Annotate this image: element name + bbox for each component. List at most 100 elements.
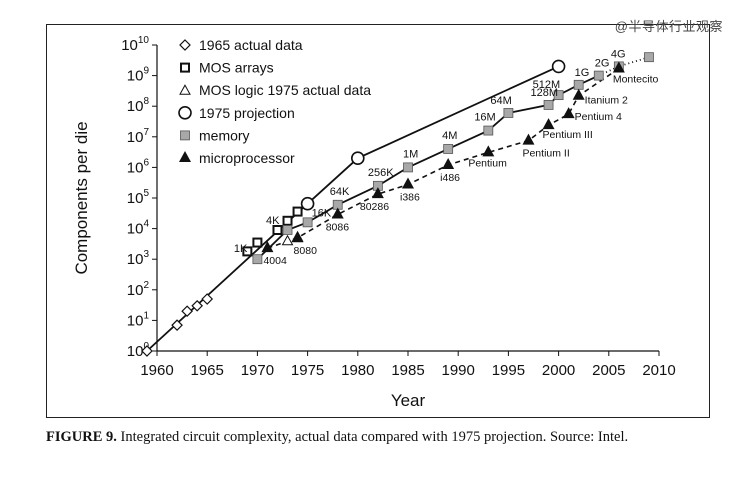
x-tick-label: 1985	[391, 362, 424, 379]
data-point-mos-array	[252, 237, 263, 248]
data-point-memory	[543, 100, 554, 110]
data-point-memory	[503, 108, 514, 118]
legend-marker	[179, 151, 191, 162]
y-tick-label: 107	[127, 127, 150, 146]
data-point-memory	[302, 217, 313, 228]
legend-label: MOS logic 1975 actual data	[199, 82, 371, 98]
data-point-microprocessor	[291, 230, 304, 242]
data-point-mos-array	[282, 215, 293, 226]
x-tick-label: 1980	[341, 362, 374, 379]
memory-label: 1G	[575, 67, 590, 79]
projection-line	[146, 65, 559, 352]
memory-label: 64K	[330, 186, 350, 198]
memory-label: 256K	[368, 167, 394, 179]
x-tick-label: 2000	[542, 362, 575, 379]
x-axis-title: Year	[391, 391, 426, 410]
data-point-memory	[573, 79, 584, 90]
chart-frame: 1960 1965 1970 1975 1980 1985 1990 1995 2000 2005…	[46, 24, 710, 418]
memory-label: 2G	[595, 58, 610, 70]
data-point-microprocessor	[331, 207, 344, 219]
memory-label: 4K	[266, 215, 280, 227]
legend-label: 1965 actual data	[199, 37, 303, 53]
microprocessor-label: Pentium III	[543, 129, 593, 141]
data-point-mos-array	[292, 206, 303, 217]
x-tick-label: 1995	[492, 362, 525, 379]
y-tick-label: 104	[127, 219, 150, 238]
data-point-memory	[483, 125, 494, 136]
y-tick-label: 103	[127, 249, 150, 268]
y-axis-title: Components per die	[72, 121, 91, 274]
data-point-microprocessor	[572, 88, 585, 100]
data-point-microprocessor	[371, 187, 384, 199]
microprocessor-label: Pentium 4	[575, 111, 622, 123]
y-tick-label: 101	[127, 310, 150, 329]
data-point-1965	[181, 305, 193, 318]
data-point-microprocessor	[612, 61, 625, 73]
microprocessor-label: i486	[440, 172, 460, 184]
y-tick-label: 1010	[121, 35, 149, 54]
x-tick-label: 2005	[592, 362, 625, 379]
y-tick-label: 102	[127, 280, 150, 299]
data-point-1965	[141, 345, 153, 357]
microprocessor-label: Pentium II	[522, 148, 569, 160]
legend-marker	[180, 130, 190, 141]
microprocessor-label: Montecito	[613, 74, 659, 86]
y-tick-label: 109	[127, 66, 150, 85]
memory-label: 1M	[403, 148, 418, 160]
data-point-microprocessor	[261, 241, 274, 253]
microprocessor-label: Itanium 2	[585, 95, 628, 107]
memory-label: 4G	[611, 48, 626, 60]
data-point-mos-logic	[281, 234, 294, 246]
data-point-memory	[282, 225, 293, 235]
watermark-text: @半导体行业观察	[614, 19, 723, 34]
memory-label: 64M	[490, 95, 511, 107]
data-point-memory	[644, 52, 654, 63]
data-point-mos-array	[272, 225, 283, 236]
data-point-microprocessor	[442, 157, 455, 169]
y-tick-label: 106	[127, 157, 150, 176]
data-point-memory	[252, 254, 263, 265]
legend-marker	[179, 39, 191, 51]
x-tick-label: 1970	[241, 362, 274, 379]
data-point-1965	[171, 319, 183, 331]
data-point-microprocessor	[542, 118, 555, 130]
data-point-projection	[300, 196, 315, 211]
microprocessor-label: 4004	[263, 255, 287, 267]
data-point-memory	[553, 90, 564, 101]
legend-label: memory	[199, 127, 250, 143]
microprocessor-label: 80286	[360, 201, 389, 213]
legend-label: MOS arrays	[199, 60, 274, 76]
memory-label: 128M	[531, 87, 559, 99]
memory-label: 512M	[533, 79, 561, 91]
x-tick-label: 1990	[442, 362, 475, 379]
microprocessor-label: i386	[400, 192, 420, 204]
data-point-1965	[201, 293, 214, 305]
memory-label: 16M	[474, 112, 495, 124]
legend-marker	[178, 106, 192, 120]
data-point-microprocessor	[402, 177, 414, 189]
x-tick-label: 1975	[291, 362, 324, 379]
legend-label: microprocessor	[199, 150, 295, 166]
memory-label: 16K	[312, 207, 332, 219]
y-tick-label: 105	[127, 188, 150, 207]
x-tick-label: 1960	[140, 362, 173, 379]
x-tick-label: 1965	[191, 362, 224, 379]
data-point-memory	[403, 162, 413, 173]
microprocessor-label: 8080	[294, 245, 318, 257]
data-point-microprocessor	[522, 133, 535, 145]
y-tick-label: 108	[127, 96, 150, 115]
caption-text: Integrated circuit complexity, actual da…	[116, 429, 629, 445]
microprocessor-label: 8086	[326, 221, 350, 233]
data-point-microprocessor	[562, 107, 575, 119]
memory-label: 4M	[442, 130, 457, 142]
data-point-projection	[350, 151, 365, 165]
data-point-1965	[191, 299, 204, 312]
caption-label: FIGURE 9.	[46, 429, 117, 445]
microprocessor-label: Pentium	[468, 157, 507, 169]
data-point-microprocessor	[482, 145, 495, 157]
chart-svg: 1960 1965 1970 1975 1980 1985 1990 1995 2000 2005…	[72, 35, 676, 410]
legend-marker	[179, 84, 191, 95]
memory-label: 1K	[234, 243, 248, 255]
data-point-memory	[593, 70, 604, 81]
data-point-memory	[443, 144, 454, 154]
